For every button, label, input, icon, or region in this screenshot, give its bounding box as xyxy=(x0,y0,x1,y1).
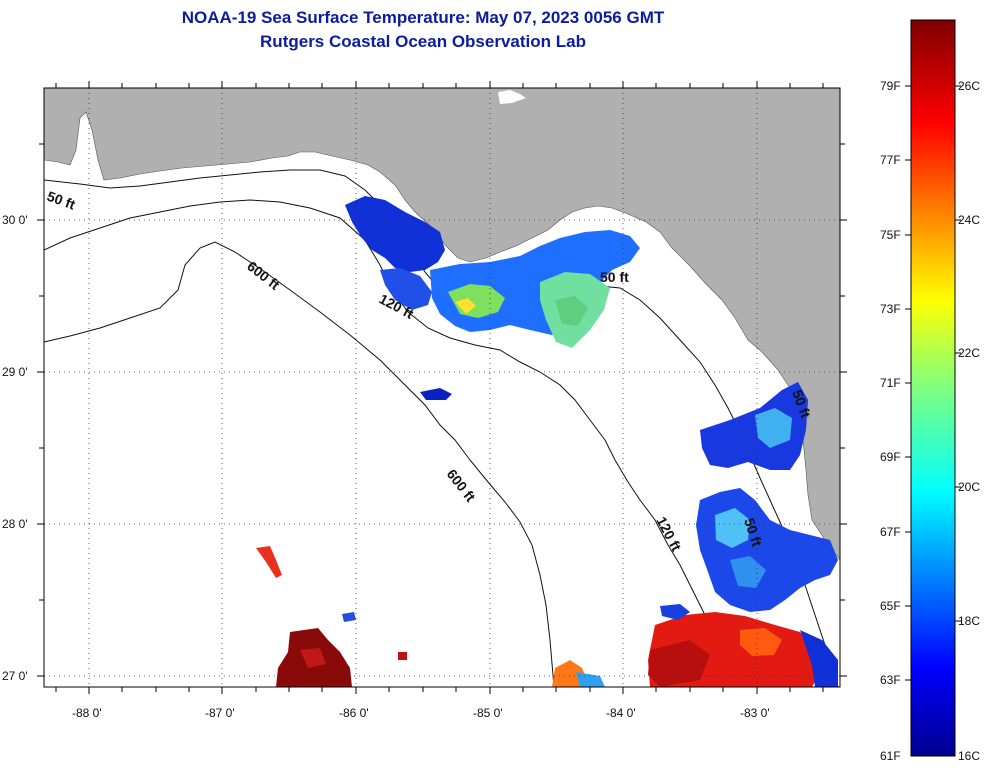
colorbar-label-f: 77F xyxy=(880,153,901,167)
lat-label: 29 0' xyxy=(2,365,28,379)
colorbar-label-f: 69F xyxy=(880,450,901,464)
island-detail xyxy=(498,90,526,104)
lon-label: -86 0' xyxy=(339,706,369,720)
lat-label: 28 0' xyxy=(2,517,28,531)
contour-600ft xyxy=(44,241,555,687)
colorbar-label-f: 71F xyxy=(880,376,901,390)
contour-label: 50 ft xyxy=(600,269,629,285)
colorbar-label-c: 22C xyxy=(958,346,980,360)
map-frame xyxy=(43,87,841,688)
lon-label: -84 0' xyxy=(606,706,636,720)
colorbar-label-f: 63F xyxy=(880,673,901,687)
lon-label: -83 0' xyxy=(740,706,770,720)
colorbar-label-f: 75F xyxy=(880,228,901,242)
colorbar-ticks xyxy=(905,85,961,681)
colorbar-label-f: 73F xyxy=(880,302,901,316)
axis-ticks xyxy=(37,81,847,694)
sst-data xyxy=(256,196,838,687)
colorbar-label-f: 61F xyxy=(880,749,901,763)
colorbar-label-f: 67F xyxy=(880,525,901,539)
lat-label: 27 0' xyxy=(2,669,28,683)
colorbar-label-c: 18C xyxy=(958,614,980,628)
colorbar-label-f: 79F xyxy=(880,79,901,93)
colorbar-label-c: 24C xyxy=(958,213,980,227)
lon-label: -87 0' xyxy=(205,706,235,720)
contour-120ft xyxy=(44,199,739,687)
lon-label: -88 0' xyxy=(72,706,102,720)
colorbar-label-f: 65F xyxy=(880,599,901,613)
lat-label: 30 0' xyxy=(2,213,28,227)
land-florida xyxy=(44,88,840,561)
colorbar-label-c: 16C xyxy=(958,749,980,763)
colorbar-label-c: 26C xyxy=(958,79,980,93)
map-subtitle: Rutgers Coastal Ocean Observation Lab xyxy=(260,32,586,51)
lon-label: -85 0' xyxy=(473,706,503,720)
colorbar-label-c: 20C xyxy=(958,480,980,494)
map-title: NOAA-19 Sea Surface Temperature: May 07,… xyxy=(181,8,665,27)
map-frame-content xyxy=(44,88,840,687)
colorbar-gradient xyxy=(910,19,956,757)
